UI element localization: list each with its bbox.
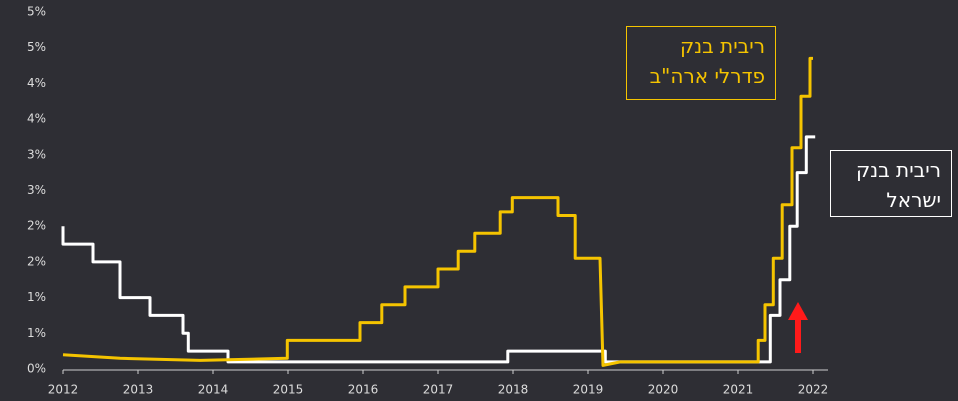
y-tick-label: 4% <box>27 112 46 126</box>
y-tick-label: 2% <box>27 254 46 268</box>
legend-israel: ריבית בנק ישראל <box>830 150 952 217</box>
legend-us: ריבית בנק פדרלי ארה"ב <box>626 26 776 100</box>
series-line <box>61 135 816 364</box>
x-tick-label: 2012 <box>48 383 79 397</box>
arrow-shaft <box>795 318 801 353</box>
y-tick-label: 2% <box>27 219 46 233</box>
y-tick-label: 4% <box>27 76 46 90</box>
x-tick-label: 2017 <box>423 383 454 397</box>
x-tick-label: 2019 <box>573 383 604 397</box>
x-tick-label: 2020 <box>648 383 679 397</box>
series-line <box>62 56 813 367</box>
arrow-head <box>788 302 808 320</box>
x-tick-label: 2016 <box>348 383 379 397</box>
y-tick-label: 3% <box>27 183 46 197</box>
y-tick-label: 1% <box>27 326 46 340</box>
x-tick-label: 2014 <box>198 383 229 397</box>
y-tick-label: 0% <box>27 362 46 376</box>
x-tick-label: 2018 <box>498 383 529 397</box>
x-tick-label: 2022 <box>798 383 829 397</box>
x-tick-label: 2015 <box>273 383 304 397</box>
y-tick-label: 5% <box>27 40 46 54</box>
y-tick-label: 5% <box>27 5 46 19</box>
x-tick-label: 2021 <box>723 383 754 397</box>
y-tick-label: 3% <box>27 147 46 161</box>
y-tick-label: 1% <box>27 290 46 304</box>
x-tick-label: 2013 <box>123 383 154 397</box>
